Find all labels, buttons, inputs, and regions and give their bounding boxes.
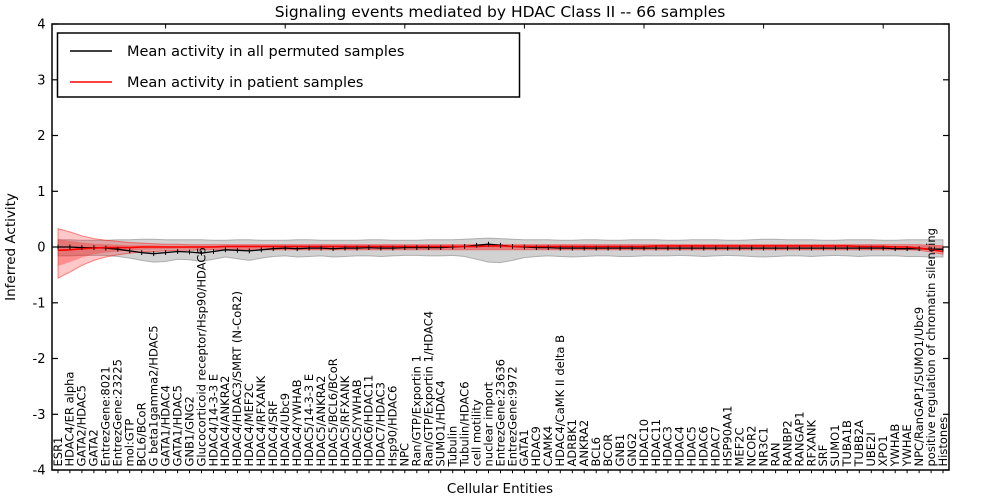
x-category-label: HDAC4/CaMK II delta B (553, 335, 567, 467)
series-lines (57, 241, 944, 257)
x-category-label: ADRBK1 (565, 419, 579, 466)
x-category-label: GATA1/HDAC4 (158, 385, 172, 466)
legend-box (56, 32, 521, 98)
x-category-label: EntrezGene:23636 (493, 359, 507, 466)
x-category-label: RANGAP1 (792, 411, 806, 466)
x-category-label: TUBB2A (852, 420, 866, 468)
x-category-label: BCL6 (589, 437, 603, 466)
x-category-label: SUMO1 (828, 424, 842, 466)
x-category-label: HDAC4/MEF2C (242, 383, 256, 466)
y-tick-label: 2 (37, 129, 45, 144)
permuted-samples-range-band (57, 237, 944, 264)
legend-label-permuted-samples: Mean activity in all permuted samples (127, 44, 404, 60)
x-category-label: HDAC5/RFXANK (338, 375, 352, 466)
x-category-label: ESR1 (51, 437, 65, 467)
x-category-label: G beta1gamma2/HDAC5 (146, 325, 160, 466)
x-category-label: CAMK4 (541, 426, 555, 467)
x-category-label: EntrezGene:9972 (505, 366, 519, 466)
x-category-label: BCOR (601, 434, 615, 467)
x-category-label: HDAC4/RFXANK (254, 375, 268, 466)
x-category-label: Ran/GTP/Exportin 1 (410, 355, 424, 466)
x-category-label: HDAC6/HDAC11 (362, 375, 376, 467)
x-category-label: RFXANK (804, 420, 818, 467)
x-category-label: GNG2 (625, 433, 639, 467)
y-tick-label: -2 (33, 352, 46, 367)
x-category-label: HDAC4/HDAC3/SMRT (N-CoR2) (230, 291, 244, 467)
x-category-label: Hsp90/HDAC6 (386, 386, 400, 467)
x-category-label: cell motility (469, 399, 483, 466)
x-category-label: GATA1/HDAC5 (170, 385, 184, 466)
x-category-label: HDAC6 (697, 426, 711, 466)
x-category-label: NPC/RanGAP1/SUMO1/Ubc9 (912, 307, 926, 467)
y-tick-label: -3 (33, 408, 46, 423)
y-tick-label: 4 (37, 18, 45, 33)
y-tick-label: 3 (37, 73, 45, 88)
x-category-label: Ran/GTP/Exportin 1/HDAC4 (421, 311, 435, 467)
x-category-label: HDAC10 (637, 419, 651, 467)
legend: Mean activity in all permuted samples Me… (56, 32, 521, 98)
x-category-label: RAN (768, 443, 782, 467)
x-category-label: YWHAE (900, 424, 914, 467)
x-category-label: HDAC4/ER alpha (63, 372, 77, 467)
x-category-label: XPO1 (876, 435, 890, 466)
y-tick-label: 0 (37, 241, 45, 256)
x-category-label: NR3C1 (756, 427, 770, 466)
y-axis-label: Inferred Activity (3, 193, 19, 301)
x-category-label: MEF2C (732, 427, 746, 466)
y-tick-label: -1 (33, 296, 46, 311)
x-category-label: SUMO1/HDAC4 (433, 380, 447, 466)
x-axis-label: Cellular Entities (447, 481, 553, 497)
x-category-label: HDAC3 (661, 426, 675, 466)
x-category-label: Histones (936, 417, 950, 467)
x-category-label: TUBA1B (840, 420, 854, 468)
x-category-label: SRF (816, 445, 830, 467)
x-category-label: EntrezGene:8021 (99, 366, 113, 466)
x-category-label: HDAC7 (709, 426, 723, 466)
x-category-label: HDAC5 (685, 426, 699, 466)
x-category-label: HDAC9 (529, 426, 543, 466)
x-category-label: HDAC5/BCL6/BCoR (326, 358, 340, 466)
x-category-label: GATA2 (87, 429, 101, 466)
plot-border (51, 23, 950, 471)
y-tick-label: -4 (33, 464, 46, 479)
x-category-label: GATA2/HDAC5 (75, 385, 89, 466)
x-category-label: mol:GTP (122, 419, 136, 467)
chart-title: Signaling events mediated by HDAC Class … (275, 3, 726, 21)
x-category-label: HDAC7/HDAC3 (374, 382, 388, 467)
x-category-label: GNB1 (613, 434, 627, 467)
x-category-label: HDAC4/14-3-3 E (206, 374, 220, 467)
x-category-label: HDAC5/ANKRA2 (314, 376, 328, 467)
x-category-label: GNB1/GNG2 (182, 396, 196, 466)
x-category-label: HDAC5/YWHAB (350, 379, 364, 466)
x-category-label: HDAC4/SRF (266, 400, 280, 466)
x-category-label: HDAC5/14-3-3 E (302, 374, 316, 467)
x-category-label: Tubulin/HDAC6 (457, 381, 471, 467)
x-category-label: UBE2I (864, 432, 878, 466)
axis-ticks: 4 3 2 1 0 -1 -2 -3 -4 (33, 18, 949, 479)
x-category-label: nuclear import (481, 381, 495, 466)
x-category-label: HDAC4/ANKRA2 (218, 376, 232, 467)
x-category-label: BCL6/BCoR (134, 402, 148, 466)
x-category-label: HDAC11 (649, 419, 663, 467)
confidence-bands (57, 227, 944, 280)
legend-label-patient-samples: Mean activity in patient samples (127, 75, 363, 91)
x-category-label: RANBP2 (780, 420, 794, 466)
x-category-label: ANKRA2 (577, 420, 591, 467)
x-category-label: HDAC4 (673, 426, 687, 466)
x-category-label: positive regulation of chromatin silenci… (924, 228, 938, 466)
x-category-label: Glucocorticoid receptor/Hsp90/HDAC6 (194, 247, 208, 466)
x-category-label: YWHAB (888, 424, 902, 468)
y-tick-label: 1 (37, 185, 45, 200)
x-category-label: NCOR2 (744, 426, 758, 467)
x-category-label: GATA1 (517, 429, 531, 466)
x-category-label: Tubulin (445, 426, 459, 468)
x-category-label: HDAC4/Ubc9 (278, 393, 292, 467)
x-category-label: EntrezGene:23225 (111, 359, 125, 466)
x-category-label: HSP90AA1 (720, 406, 734, 467)
x-category-label: NPC (398, 443, 412, 467)
x-category-label: HDAC4/YWHAB (290, 379, 304, 466)
